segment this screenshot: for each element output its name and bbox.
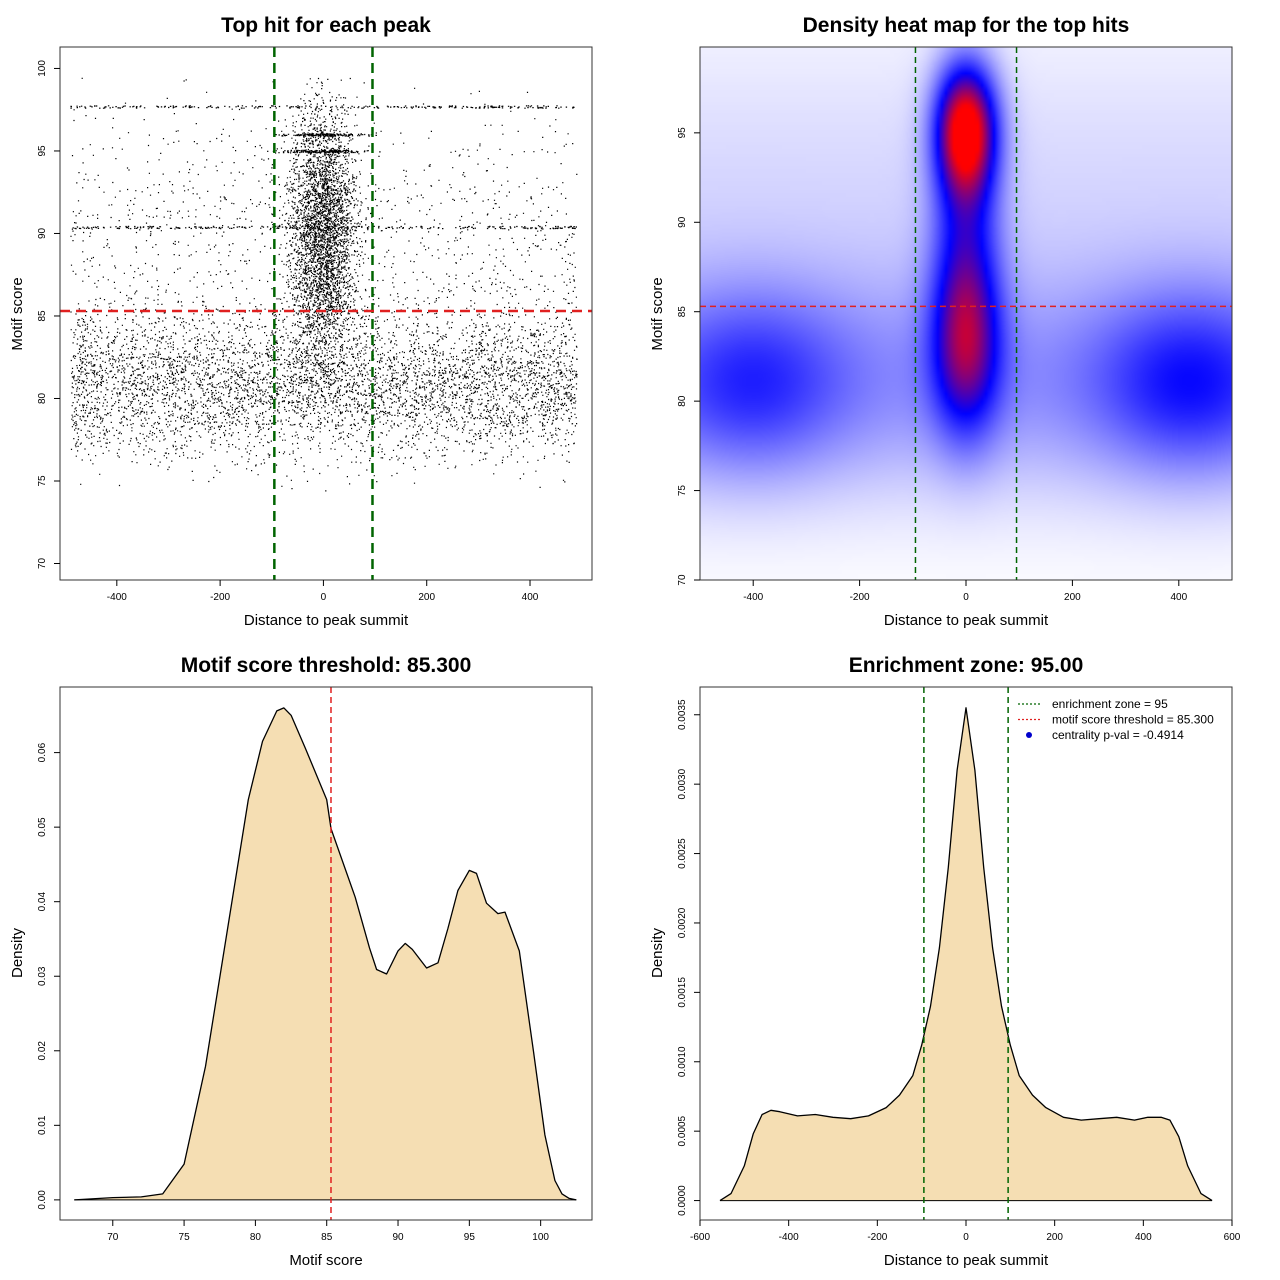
scatter-x-ticks: -400 -200 0 200 400 — [107, 580, 539, 603]
y-tick-label: 0.06 — [37, 742, 48, 762]
enrichment-density-y-ticks: 0.0000 0.0005 0.0010 0.0015 0.0020 0.0025 0.00… — [677, 699, 700, 1216]
density-curve — [719, 707, 1213, 1202]
x-tick-label: -400 — [107, 592, 127, 603]
scatter-reference-lines — [60, 47, 592, 580]
density-fill — [720, 707, 1213, 1201]
y-tick-label: 100 — [37, 60, 48, 77]
x-tick-label: 100 — [532, 1232, 549, 1243]
scatter-y-ticks: 70 75 80 85 90 95 100 — [37, 60, 60, 569]
y-tick-label: 95 — [677, 127, 688, 139]
x-tick-label: 90 — [392, 1232, 404, 1243]
score-density-plot-frame — [59, 686, 593, 1221]
y-tick-label: 80 — [677, 395, 688, 407]
y-tick-label: 90 — [37, 227, 48, 239]
x-tick-label: -600 — [690, 1232, 710, 1243]
y-tick-label: 0.02 — [37, 1041, 48, 1061]
x-tick-label: 400 — [522, 592, 539, 603]
scatter-title: Top hit for each peak — [221, 14, 431, 37]
y-tick-label: 0.0030 — [677, 768, 688, 799]
legend-label: enrichment zone = 95 — [1052, 697, 1168, 711]
density-fill — [74, 707, 577, 1200]
y-tick-label: 75 — [37, 475, 48, 487]
x-tick-label: 200 — [1046, 1232, 1063, 1243]
legend-point-icon — [1026, 732, 1032, 738]
scatter-y-label: Motif score — [9, 277, 26, 350]
y-tick-label: 90 — [677, 216, 688, 228]
score-density-y-label: Density — [9, 927, 26, 978]
y-tick-label: 0.01 — [37, 1115, 48, 1135]
y-tick-label: 0.0035 — [677, 699, 688, 730]
x-tick-label: 95 — [464, 1232, 476, 1243]
x-tick-label: 85 — [321, 1232, 333, 1243]
x-tick-label: -400 — [743, 592, 763, 603]
enrichment-density-x-ticks: -600 -400 -200 0 200 400 600 — [690, 1220, 1241, 1243]
y-tick-label: 95 — [37, 145, 48, 157]
score-density-y-ticks: 0.00 0.01 0.02 0.03 0.04 0.05 0.06 — [37, 742, 60, 1210]
x-tick-label: 70 — [107, 1232, 119, 1243]
score-density-title: Motif score threshold: 85.300 — [181, 654, 472, 677]
y-tick-label: 70 — [677, 574, 688, 586]
x-tick-label: 400 — [1170, 592, 1187, 603]
scatter-plot-frame — [59, 46, 593, 581]
score-density-x-label: Motif score — [289, 1252, 362, 1269]
legend: enrichment zone = 95 motif score threshol… — [1018, 697, 1214, 742]
legend-label: motif score threshold = 85.300 — [1052, 713, 1214, 727]
x-tick-label: 0 — [963, 592, 969, 603]
heatmap-image-area — [700, 47, 1232, 580]
y-tick-label: 85 — [37, 310, 48, 322]
x-tick-label: 75 — [179, 1232, 191, 1243]
heatmap-title: Density heat map for the top hits — [803, 14, 1130, 37]
scatter-points — [70, 77, 578, 492]
heatmap-reference-lines — [700, 47, 1232, 580]
y-tick-label: 80 — [37, 392, 48, 404]
y-tick-label: 0.03 — [37, 966, 48, 986]
enrichment-density-panel: Enrichment zone: 95.00 -600 -400 -200 0 200 4… — [649, 654, 1241, 1269]
x-tick-label: -400 — [779, 1232, 799, 1243]
legend-label: centrality p-val = -0.4914 — [1052, 728, 1184, 742]
x-tick-label: -200 — [850, 592, 870, 603]
x-tick-label: 400 — [1135, 1232, 1152, 1243]
x-tick-label: 200 — [1064, 592, 1081, 603]
y-tick-label: 70 — [37, 557, 48, 569]
y-tick-label: 0.0005 — [677, 1115, 688, 1146]
scatter-x-label: Distance to peak summit — [244, 612, 409, 629]
enrichment-density-plot — [719, 687, 1213, 1220]
enrichment-density-y-label: Density — [649, 927, 666, 978]
heatmap-x-ticks: -400 -200 0 200 400 — [743, 580, 1188, 603]
x-tick-label: 0 — [963, 1232, 969, 1243]
heatmap-y-ticks: 70 75 80 85 90 95 — [677, 127, 700, 586]
enrichment-density-x-label: Distance to peak summit — [884, 1252, 1049, 1269]
heatmap-image — [700, 47, 1232, 580]
heatmap-panel: Density heat map for the top hits -400 -2… — [649, 14, 1233, 629]
y-tick-label: 0.0025 — [677, 838, 688, 869]
scatter-point-cloud — [70, 77, 578, 492]
y-tick-label: 0.04 — [37, 892, 48, 912]
y-tick-label: 0.00 — [37, 1190, 48, 1210]
enrichment-density-title: Enrichment zone: 95.00 — [849, 654, 1084, 677]
heatmap-x-label: Distance to peak summit — [884, 612, 1049, 629]
density-curve — [74, 707, 577, 1201]
scatter-panel: Top hit for each peak -400 -200 0 200 400 70… — [9, 14, 593, 629]
x-tick-label: 600 — [1224, 1232, 1241, 1243]
score-density-plot — [74, 687, 577, 1220]
y-tick-label: 85 — [677, 306, 688, 318]
y-tick-label: 0.0020 — [677, 907, 688, 938]
y-tick-label: 0.0010 — [677, 1046, 688, 1077]
x-tick-label: -200 — [210, 592, 230, 603]
heatmap-y-label: Motif score — [649, 277, 666, 350]
x-tick-label: 0 — [321, 592, 327, 603]
score-density-x-ticks: 70 75 80 85 90 95 100 — [107, 1220, 549, 1243]
score-density-panel: Motif score threshold: 85.300 70 75 80 85 90… — [9, 654, 593, 1269]
y-tick-label: 0.05 — [37, 817, 48, 837]
y-tick-label: 75 — [677, 485, 688, 497]
y-tick-label: 0.0015 — [677, 977, 688, 1008]
y-tick-label: 0.0000 — [677, 1185, 688, 1216]
x-tick-label: -200 — [867, 1232, 887, 1243]
x-tick-label: 200 — [418, 592, 435, 603]
x-tick-label: 80 — [250, 1232, 262, 1243]
